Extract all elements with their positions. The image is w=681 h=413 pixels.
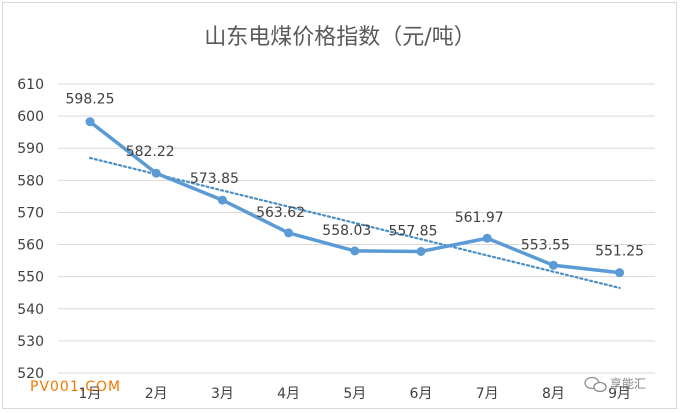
- x-tick-label: 4月: [277, 386, 300, 402]
- watermark-right: 享能汇: [610, 376, 646, 391]
- x-tick-label: 2月: [145, 386, 168, 402]
- data-label: 563.62: [256, 205, 305, 221]
- x-tick-label: 3月: [211, 386, 234, 402]
- trendline-path: [88, 156, 621, 290]
- watermarks: PV001.COM 享能汇: [30, 376, 646, 395]
- wechat-icon: [584, 376, 607, 393]
- data-labels: 598.25 582.22 573.85 563.62 558.03 557.85 561.…: [66, 92, 645, 260]
- chart-title: 山东电煤价格指数（元/吨）: [204, 25, 475, 50]
- y-axis-ticks: 520 530 540 550 560 570 580 590 600 610: [17, 77, 44, 382]
- data-label: 573.85: [190, 171, 239, 187]
- data-point: [284, 228, 294, 238]
- data-label: 598.25: [66, 92, 115, 108]
- y-tick-label: 540: [17, 302, 44, 318]
- data-label: 551.25: [595, 244, 644, 260]
- data-point: [615, 268, 625, 278]
- data-label: 558.03: [322, 223, 371, 239]
- y-tick-label: 520: [17, 366, 44, 382]
- data-label: 582.22: [126, 144, 175, 160]
- data-label: 557.85: [389, 223, 438, 239]
- y-tick-label: 550: [17, 270, 44, 286]
- data-label: 553.55: [521, 237, 570, 253]
- data-point: [217, 195, 227, 205]
- x-tick-label: 7月: [476, 386, 499, 402]
- y-tick-label: 590: [17, 141, 44, 157]
- trendline: [88, 156, 621, 290]
- data-label: 561.97: [455, 210, 504, 226]
- y-tick-label: 580: [17, 173, 44, 189]
- watermark-left: PV001.COM: [30, 379, 121, 395]
- data-point: [482, 233, 492, 243]
- y-tick-label: 600: [17, 109, 44, 125]
- x-tick-label: 5月: [343, 386, 366, 402]
- data-point: [416, 246, 426, 256]
- grid-lines: [58, 83, 655, 374]
- y-tick-label: 610: [17, 77, 44, 93]
- x-tick-label: 8月: [542, 386, 565, 402]
- data-point: [548, 260, 558, 270]
- x-tick-label: 1月: [79, 386, 102, 402]
- y-tick-label: 570: [17, 205, 44, 221]
- data-point: [85, 117, 95, 127]
- x-tick-label: 6月: [410, 386, 433, 402]
- x-axis-ticks: 1月 2月 3月 4月 5月 6月 7月 8月 9月: [79, 386, 632, 402]
- series-line: [85, 117, 625, 278]
- x-tick-label: 9月: [608, 386, 631, 402]
- y-tick-label: 560: [17, 238, 44, 254]
- data-point: [151, 168, 161, 178]
- data-point: [350, 246, 360, 256]
- y-tick-label: 530: [17, 334, 44, 350]
